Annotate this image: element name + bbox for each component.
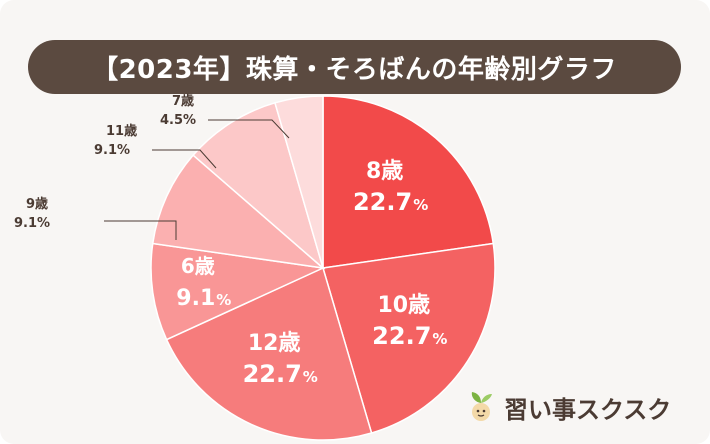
pie-slice: [274, 95, 324, 269]
pie-slice: [150, 242, 326, 341]
slice-percent: 9.1%: [176, 286, 231, 311]
slice-percent: 22.7%: [243, 360, 318, 388]
slice-label: 10歳: [377, 293, 430, 318]
slice-percent: 22.7%: [372, 322, 447, 350]
slice-label: 8歳: [366, 159, 403, 184]
pie-slice: [151, 154, 326, 270]
slice-label: 9歳: [26, 196, 48, 212]
slice-percent: 9.1%: [14, 216, 50, 231]
title-bar: 【2023年】珠算・そろばんの年齢別グラフ: [28, 40, 681, 94]
leader-line: [152, 149, 217, 169]
leader-line: [104, 220, 177, 240]
slice-label: 6歳: [181, 254, 215, 278]
pie-slice: [165, 266, 373, 441]
leader-line: [208, 119, 290, 139]
sprout-icon: [471, 392, 492, 421]
brand-logo: 習い事スクスク: [464, 390, 671, 424]
slice-percent: 4.5%: [160, 113, 196, 128]
brand-name: 習い事スクスク: [504, 395, 672, 424]
slice-label: 7歳: [172, 93, 194, 109]
slice-percent: 9.1%: [94, 143, 130, 158]
chart-title: 【2023年】珠算・そろばんの年齢別グラフ: [92, 54, 617, 85]
slice-label: 12歳: [248, 331, 301, 356]
slice-label: 11歳: [106, 123, 137, 139]
pie-slice: [322, 242, 496, 434]
pie-slice: [192, 101, 325, 271]
pie-slice: [322, 95, 495, 269]
